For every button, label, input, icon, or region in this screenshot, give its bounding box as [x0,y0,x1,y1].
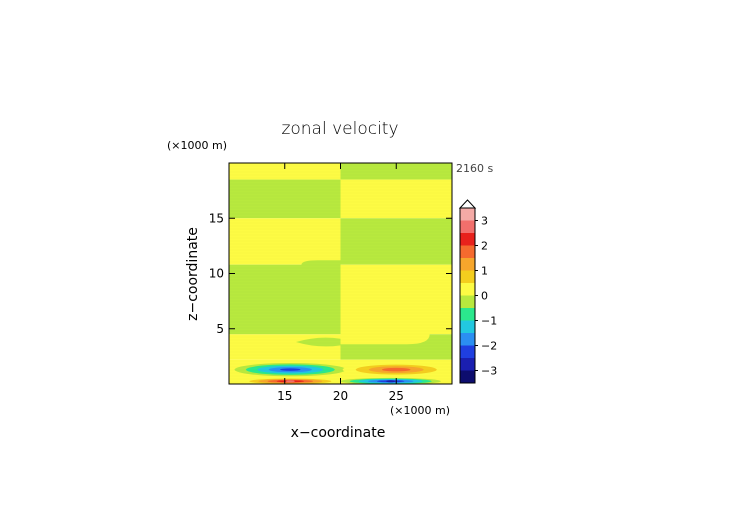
field-lobe [301,260,341,270]
plot-axes: 15 20 25 5 10 15 [209,162,453,403]
colorbar-swatch [460,270,475,283]
jet-contour [280,368,301,371]
field-lobe [295,337,341,347]
colorbar-swatch [460,258,475,271]
field-band [340,264,452,335]
y-tick-label: 15 [209,211,224,225]
x-tick-label: 20 [333,389,348,403]
field-lobe [340,324,430,345]
colorbar-swatch [460,220,475,233]
colorbar-extend-arrow [458,199,477,209]
field-band [340,163,452,180]
colorbar-swatch [460,208,475,221]
time-label: 2160 s [456,162,493,175]
colorbar-swatch [460,358,475,371]
colorbar-swatch [460,333,475,346]
contour-field [229,163,452,385]
colorbar-label: −3 [481,365,497,378]
field-band [340,218,452,265]
colorbar-swatch [460,233,475,246]
y-unit-label: (×1000 m) [167,139,227,152]
colorbar-swatch [460,245,475,258]
colorbar-label: −2 [481,340,497,353]
colorbar-label: 1 [481,265,488,278]
x-axis-title: x−coordinate [291,425,386,441]
chart-title: zonal velocity [281,119,398,139]
x-unit-label: (×1000 m) [390,404,450,417]
field-band [340,179,452,219]
colorbar-swatch [460,308,475,321]
x-tick-label: 15 [277,389,292,403]
colorbar-label: 2 [481,240,488,253]
field-band [229,218,341,265]
field-band [229,163,341,180]
colorbar-label: −1 [481,315,497,328]
colorbar-swatch [460,345,475,358]
colorbar-swatch [460,283,475,296]
colorbar-swatch [460,320,475,333]
jet-contour [285,380,295,383]
colorbar-label: 0 [481,290,488,303]
field-band [229,264,341,335]
y-tick-label: 10 [209,267,224,281]
colorbar-label: 3 [481,215,488,228]
colorbar-swatch [460,370,475,383]
colorbar-swatch [460,295,475,308]
field-band [229,179,341,219]
x-tick-label: 25 [389,389,404,403]
jet-contour [386,380,396,383]
colorbar: 3 2 1 0 −1 −2 −3 [458,199,497,384]
jet-contour [381,367,411,372]
y-axis-title: z−coordinate [185,227,201,321]
y-tick-label: 5 [216,322,224,336]
